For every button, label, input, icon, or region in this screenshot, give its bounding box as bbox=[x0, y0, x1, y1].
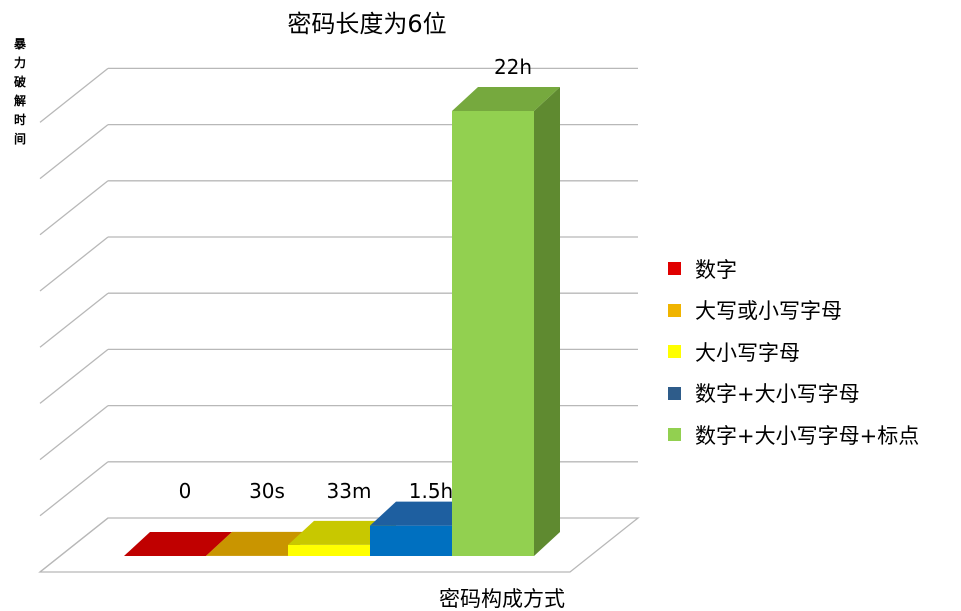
bar: 22h bbox=[452, 55, 560, 556]
bar-top bbox=[452, 87, 560, 111]
legend-label: 数字+大小写字母 bbox=[695, 382, 860, 407]
data-label: 0 bbox=[179, 479, 192, 503]
bar-top bbox=[206, 531, 314, 556]
chart-bars: 0 30s 33m 1.5h 22h bbox=[124, 55, 560, 556]
y-axis-label-char: 解 bbox=[13, 94, 26, 108]
bar-front bbox=[452, 111, 534, 556]
bar-side bbox=[534, 87, 560, 556]
legend: 数字大写或小写字母 大小写字母数字+大小写字母数字+大小写字母+标点 bbox=[668, 248, 919, 456]
bar-front bbox=[370, 525, 452, 556]
legend-swatch bbox=[668, 262, 681, 276]
legend-item: 数字 bbox=[668, 248, 919, 290]
y-axis-label-char: 破 bbox=[13, 75, 26, 89]
legend-label: 大写或小写字母 bbox=[695, 299, 842, 324]
side-gridline bbox=[39, 405, 109, 461]
data-label: 22h bbox=[494, 55, 532, 79]
side-gridline bbox=[39, 461, 109, 517]
x-axis-label: 密码构成方式 bbox=[439, 587, 565, 611]
side-gridline bbox=[39, 124, 109, 180]
legend-label: 大小写字母 bbox=[695, 340, 800, 365]
legend-swatch bbox=[668, 428, 681, 442]
legend-label: 数字+大小写字母+标点 bbox=[695, 423, 920, 448]
bar-front bbox=[288, 544, 370, 556]
legend-item: 大写或小写字母 bbox=[668, 290, 919, 332]
y-axis-label-char: 力 bbox=[13, 56, 26, 70]
y-axis-label-char: 暴 bbox=[13, 37, 26, 51]
side-gridline bbox=[39, 348, 109, 404]
bar-top bbox=[370, 501, 478, 526]
legend-label: 数字 bbox=[695, 257, 737, 282]
side-gridline bbox=[39, 67, 109, 123]
legend-item: 大小写字母 bbox=[668, 331, 919, 373]
data-label: 33m bbox=[327, 479, 372, 503]
side-gridline bbox=[39, 292, 109, 348]
side-gridline bbox=[39, 236, 109, 292]
legend-swatch bbox=[668, 345, 681, 359]
legend-swatch bbox=[668, 303, 681, 317]
legend-item: 数字+大小写字母 bbox=[668, 373, 919, 415]
y-axis-label-char: 时 bbox=[13, 113, 26, 127]
bar-top bbox=[124, 532, 232, 556]
y-axis-label-char: 间 bbox=[13, 132, 26, 146]
bar-top bbox=[288, 520, 396, 545]
data-label: 1.5h bbox=[409, 479, 453, 503]
side-gridline bbox=[39, 180, 109, 236]
chart-title: 密码长度为6位 bbox=[287, 10, 446, 38]
bar: 0 bbox=[124, 479, 232, 556]
legend-item: 数字+大小写字母+标点 bbox=[668, 414, 919, 456]
legend-swatch bbox=[668, 386, 681, 400]
data-label: 30s bbox=[249, 479, 285, 503]
